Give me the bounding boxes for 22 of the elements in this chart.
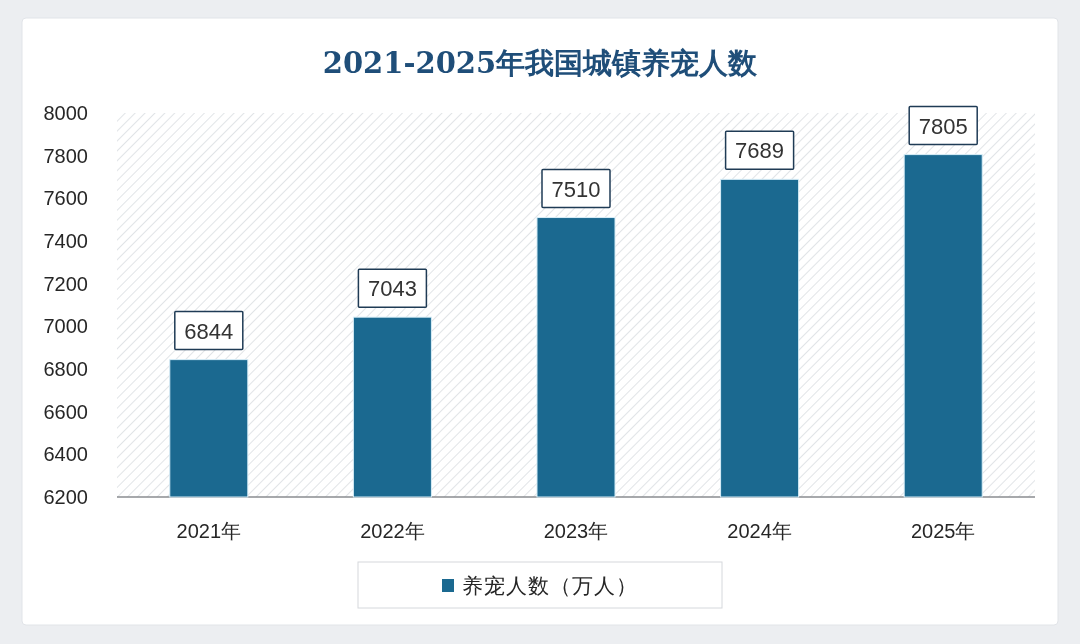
- y-tick-label: 6600: [43, 400, 88, 423]
- y-tick-label: 7800: [43, 144, 88, 167]
- chart-title: 2021-2025年我国城镇养宠人数: [322, 46, 759, 80]
- x-tick-label: 2024年: [727, 520, 792, 542]
- x-tick-label: 2021年: [176, 520, 242, 542]
- data-label: 7689: [735, 138, 785, 164]
- x-tick-label: 2023年: [543, 520, 609, 542]
- data-label: 7510: [551, 176, 601, 202]
- y-tick-label: 6200: [43, 486, 88, 508]
- y-tick-label: 8000: [43, 102, 88, 124]
- data-label: 6844: [184, 318, 234, 344]
- y-tick-label: 7200: [43, 272, 88, 295]
- y-tick-label: 6800: [43, 358, 88, 380]
- y-tick-label: 7000: [43, 315, 88, 338]
- x-tick-label: 2022年: [360, 520, 425, 542]
- y-tick-label: 7400: [43, 230, 88, 252]
- y-tick-label: 6400: [43, 443, 88, 466]
- data-label: 7043: [367, 276, 417, 302]
- x-tick-label: 2025年: [910, 520, 976, 542]
- legend-label: 养宠人数（万人）: [462, 574, 638, 597]
- data-label: 7805: [918, 113, 968, 139]
- y-tick-label: 7600: [43, 187, 88, 210]
